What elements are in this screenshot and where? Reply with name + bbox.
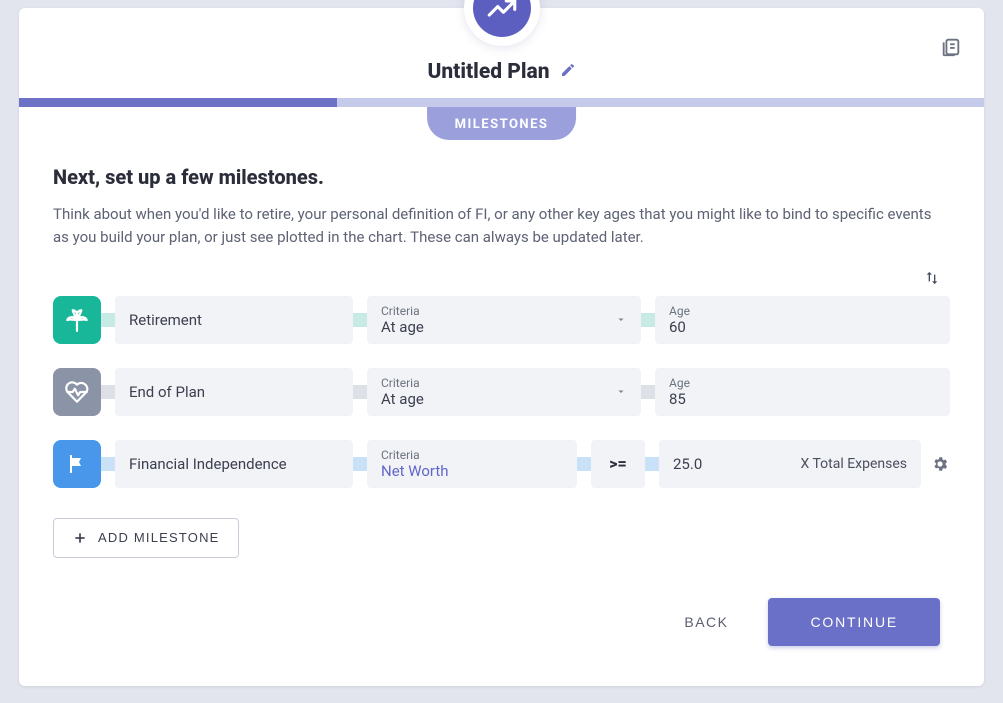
criteria-label: Criteria bbox=[381, 304, 627, 318]
criteria-select[interactable]: Criteria At age bbox=[367, 296, 641, 344]
progress-fill bbox=[19, 98, 337, 107]
milestone-name-field[interactable]: Financial Independence bbox=[115, 440, 353, 488]
heartbeat-icon[interactable] bbox=[53, 368, 101, 416]
criteria-value: Net Worth bbox=[381, 462, 563, 480]
content-area: Next, set up a few milestones. Think abo… bbox=[19, 107, 984, 558]
criteria-select[interactable]: Criteria Net Worth bbox=[367, 440, 577, 488]
age-value: 85 bbox=[669, 390, 936, 408]
milestone-row: Financial Independence Criteria Net Wort… bbox=[53, 440, 950, 488]
connector bbox=[641, 313, 655, 327]
criteria-value: At age bbox=[381, 390, 627, 408]
fi-suffix: X Total Expenses bbox=[800, 456, 907, 472]
connector bbox=[645, 457, 659, 471]
progress-bar bbox=[19, 98, 984, 107]
criteria-select[interactable]: Criteria At age bbox=[367, 368, 641, 416]
fi-value: 25.0 bbox=[673, 455, 702, 473]
criteria-value: At age bbox=[381, 318, 627, 336]
age-label: Age bbox=[669, 376, 936, 390]
edit-title-icon[interactable] bbox=[560, 62, 576, 82]
connector bbox=[353, 457, 367, 471]
connector bbox=[577, 457, 591, 471]
milestone-row: End of Plan Criteria At age Age 85 bbox=[53, 368, 950, 416]
add-milestone-label: ADD MILESTONE bbox=[98, 530, 220, 545]
add-milestone-button[interactable]: ADD MILESTONE bbox=[53, 518, 239, 558]
current-step-chip: MILESTONES bbox=[427, 107, 577, 140]
connector bbox=[353, 313, 367, 327]
milestone-row: Retirement Criteria At age Age 60 bbox=[53, 296, 950, 344]
age-value: 60 bbox=[669, 318, 936, 336]
connector bbox=[101, 313, 115, 327]
footer-actions: BACK CONTINUE bbox=[19, 558, 984, 656]
gear-icon[interactable] bbox=[921, 440, 949, 488]
age-input[interactable]: Age 60 bbox=[655, 296, 950, 344]
section-description: Think about when you'd like to retire, y… bbox=[53, 203, 950, 250]
plan-title: Untitled Plan bbox=[427, 60, 549, 84]
flag-icon[interactable] bbox=[53, 440, 101, 488]
section-heading: Next, set up a few milestones. bbox=[53, 165, 950, 189]
plan-card: Untitled Plan MILESTONES Next, set up a … bbox=[19, 8, 984, 686]
chart-growth-icon bbox=[473, 0, 531, 37]
fi-value-field[interactable]: 25.0 X Total Expenses bbox=[659, 440, 921, 488]
criteria-label: Criteria bbox=[381, 376, 627, 390]
milestone-name: End of Plan bbox=[129, 383, 339, 401]
connector bbox=[101, 385, 115, 399]
milestone-name-field[interactable]: End of Plan bbox=[115, 368, 353, 416]
continue-button[interactable]: CONTINUE bbox=[768, 598, 940, 646]
back-button[interactable]: BACK bbox=[684, 614, 728, 630]
milestone-name: Retirement bbox=[129, 311, 339, 329]
connector bbox=[101, 457, 115, 471]
operator-field[interactable]: >= bbox=[591, 440, 645, 488]
age-input[interactable]: Age 85 bbox=[655, 368, 950, 416]
age-label: Age bbox=[669, 304, 936, 318]
sort-icon[interactable] bbox=[924, 271, 940, 290]
milestone-name: Financial Independence bbox=[129, 455, 339, 473]
palm-tree-icon[interactable] bbox=[53, 296, 101, 344]
duplicate-icon[interactable] bbox=[940, 36, 962, 62]
criteria-label: Criteria bbox=[381, 448, 563, 462]
milestone-name-field[interactable]: Retirement bbox=[115, 296, 353, 344]
connector bbox=[353, 385, 367, 399]
operator-value: >= bbox=[609, 454, 627, 473]
connector bbox=[641, 385, 655, 399]
